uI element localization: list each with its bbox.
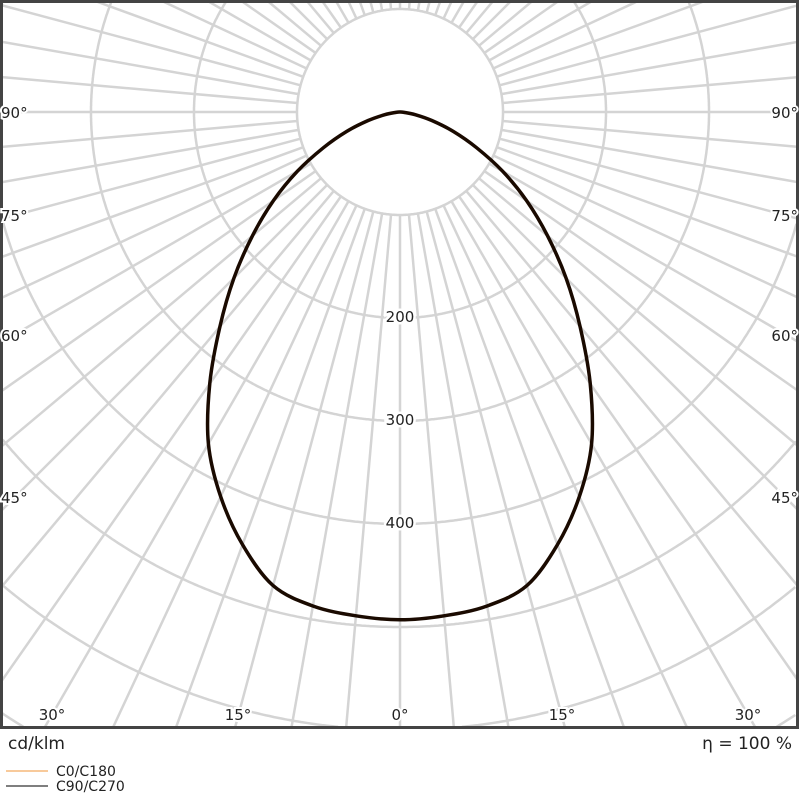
grid-radial-line: [501, 128, 797, 184]
grid-radial-line: [496, 146, 797, 258]
grid-radial-line: [442, 204, 688, 727]
angle-label-bottom: 30°: [39, 706, 66, 724]
grid-radial-line: [290, 213, 384, 727]
grid-radial-line: [502, 119, 797, 148]
chart-frame: [0, 0, 799, 729]
grid-radial-line: [2, 154, 308, 299]
grid-radial-line: [369, 2, 375, 13]
grid-radial-line: [478, 177, 797, 447]
grid-radial-line: [458, 195, 797, 680]
grid-radial-line: [425, 2, 431, 13]
grid-radial-line: [465, 190, 797, 586]
radial-tick-label: 400: [386, 514, 415, 532]
grid-radial-line: [268, 2, 322, 47]
grid-radial-line: [434, 2, 442, 16]
grid-radial-line: [321, 2, 342, 29]
grid-radial-line: [208, 2, 312, 62]
angle-label-right: 90°: [771, 104, 798, 122]
legend-label-c0: C0/C180: [56, 764, 116, 780]
grid-radial-line: [458, 2, 479, 29]
grid-radial-line: [407, 2, 411, 10]
efficiency-label: η = 100 %: [702, 734, 792, 754]
grid-radial-line: [492, 154, 797, 299]
radial-tick-label: 200: [386, 308, 415, 326]
grid-radial-line: [501, 40, 797, 96]
grid-radial-line: [2, 177, 322, 447]
angle-label-left: 75°: [1, 207, 28, 225]
grid-radial-line: [306, 2, 335, 34]
angle-label-right: 60°: [771, 327, 798, 345]
grid-radial-line: [499, 4, 797, 87]
angle-label-right: 45°: [771, 489, 798, 507]
grid-radial-line: [389, 2, 393, 10]
angle-label-bottom: 30°: [735, 706, 762, 724]
grid-radial-line: [358, 2, 366, 16]
grid-radial-line: [478, 2, 532, 47]
angle-label-left: 45°: [1, 489, 28, 507]
grid-radial-line: [347, 2, 358, 20]
grid-radial-line: [407, 214, 456, 727]
grid-radial-line: [174, 208, 366, 727]
grid-radial-line: [2, 195, 342, 682]
grid-radial-line: [379, 2, 384, 11]
angle-label-left: 90°: [1, 104, 28, 122]
grid-radial-line: [465, 2, 494, 34]
grid-radial-line: [43, 200, 350, 727]
legend-label-c90: C90/C270: [56, 779, 125, 795]
grid-radial-line: [2, 183, 329, 511]
unit-label: cd/klm: [8, 734, 65, 754]
grid-radial-line: [488, 162, 797, 343]
grid-circle: [89, 2, 711, 423]
angle-label-right: 75°: [771, 207, 798, 225]
grid-radial-line: [2, 128, 299, 184]
grid-radial-line: [2, 162, 312, 343]
grid-radial-line: [502, 76, 797, 105]
grid-radial-line: [425, 211, 566, 727]
grid-radial-line: [163, 2, 308, 70]
angle-label-bottom: 0°: [391, 706, 408, 724]
grid-radial-line: [344, 214, 393, 727]
angle-label-bottom: 15°: [549, 706, 576, 724]
angle-label-left: 60°: [1, 327, 28, 345]
grid-circle: [192, 2, 608, 320]
grid-radial-line: [492, 2, 637, 70]
grid-radial-line: [450, 2, 465, 24]
grid-radial-line: [488, 2, 592, 62]
angle-label-bottom: 15°: [225, 706, 252, 724]
grid-radial-line: [416, 213, 510, 727]
grid-radial-line: [483, 2, 558, 54]
grid-radial-line: [234, 211, 375, 727]
grid-radial-line: [2, 119, 298, 149]
grid-radial-line: [499, 137, 797, 220]
grid-radial-line: [434, 208, 626, 727]
grid-radial-line: [112, 204, 358, 727]
grid-radial-line: [416, 2, 421, 11]
grid-radial-line: [471, 2, 511, 41]
grid-circle: [2, 584, 797, 727]
radial-tick-label: 300: [386, 411, 415, 429]
grid-radial-line: [2, 190, 335, 588]
intensity-curve-c90-c270: [205, 110, 595, 622]
grid-radial-line: [2, 146, 304, 259]
grid-radial-line: [483, 170, 797, 392]
grid-radial-line: [2, 4, 301, 87]
grid-radial-line: [335, 2, 350, 24]
grid-radial-line: [471, 183, 797, 510]
grid-radial-line: [450, 200, 757, 727]
grid-circle: [2, 712, 796, 727]
grid-radial-line: [97, 2, 304, 78]
grid-radial-line: [2, 40, 299, 96]
grid-radial-line: [2, 170, 317, 392]
grid-radial-line: [242, 2, 317, 54]
grid-radial-line: [442, 2, 453, 20]
grid-radial-line: [496, 2, 703, 78]
grid-radial-line: [2, 137, 301, 220]
grid-radial-line: [2, 75, 298, 105]
grid-radial-line: [289, 2, 329, 41]
